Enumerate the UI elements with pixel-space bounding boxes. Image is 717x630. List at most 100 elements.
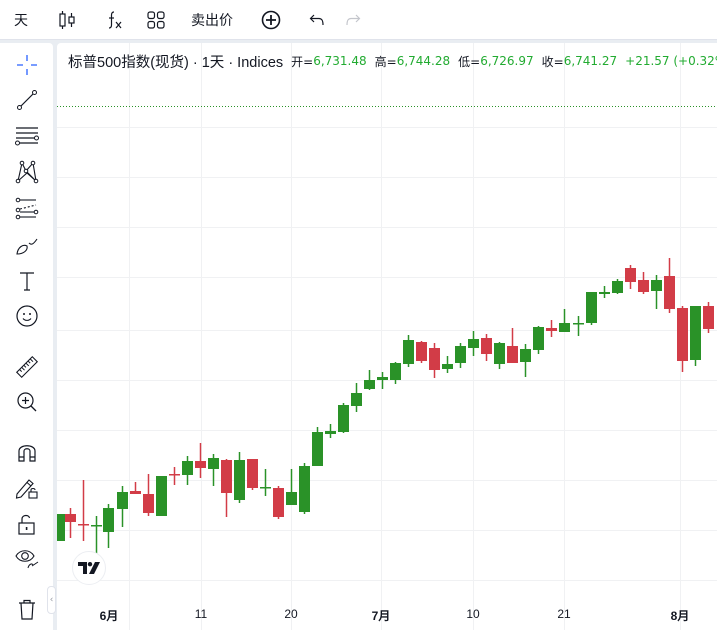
candle — [507, 328, 518, 363]
candle — [351, 383, 362, 412]
fib-lines-icon — [14, 124, 40, 152]
unlock-icon — [15, 512, 39, 540]
candle — [143, 474, 154, 516]
candle — [169, 467, 180, 485]
prediction-icon — [14, 196, 40, 224]
fx-icon — [105, 10, 125, 30]
plus-circle-icon — [261, 10, 281, 30]
brush-tool-button[interactable] — [8, 230, 46, 264]
indicators-button[interactable] — [100, 0, 130, 40]
candle — [338, 403, 349, 433]
time-axis-label: 20 — [284, 607, 298, 621]
candle — [247, 459, 258, 490]
emoji-tool-button[interactable] — [8, 301, 46, 335]
remove-drawings-button[interactable] — [8, 594, 46, 628]
fib-tool-button[interactable] — [8, 121, 46, 155]
time-axis-label: 10 — [466, 607, 480, 621]
candle — [260, 469, 271, 496]
undo-button[interactable] — [302, 0, 332, 40]
add-button[interactable] — [256, 0, 286, 40]
candle — [103, 504, 114, 548]
redo-button[interactable] — [338, 0, 368, 40]
close-value: 6,741.27 — [563, 54, 618, 68]
tradingview-logo-icon — [78, 559, 100, 578]
tradingview-logo[interactable] — [72, 551, 106, 585]
symbol-legend: 标普500指数(现货) · 1天 · Indices 开= 6,731.48 高=… — [68, 51, 717, 71]
candle — [481, 334, 492, 361]
stay-drawing-mode-button[interactable] — [8, 473, 46, 507]
trend-line-tool-button[interactable] — [8, 85, 46, 119]
high-value: 6,744.28 — [396, 54, 451, 68]
candle — [195, 443, 206, 478]
pattern-tool-button[interactable] — [8, 157, 46, 191]
candle — [377, 372, 388, 389]
candle — [533, 326, 544, 354]
crosshair-tool-button[interactable] — [8, 50, 46, 84]
time-axis-label: 6月 — [99, 609, 119, 623]
candle — [117, 486, 128, 527]
time-axis[interactable]: 6月 11 20 7月 10 21 8月 — [57, 590, 717, 630]
candle — [703, 302, 714, 333]
candle — [468, 331, 479, 356]
candle — [546, 320, 557, 337]
grid-icon — [147, 11, 165, 29]
open-value: 6,731.48 — [313, 54, 367, 68]
candle — [286, 469, 297, 505]
candle — [664, 258, 675, 313]
time-axis-label: 8月 — [670, 609, 690, 623]
candle — [638, 272, 649, 294]
candlestick-chart[interactable] — [57, 43, 717, 630]
high-label: 高= — [374, 54, 397, 69]
text-tool-button[interactable] — [8, 266, 46, 300]
candle — [130, 482, 141, 494]
candle — [612, 279, 623, 294]
time-axis-label: 21 — [557, 607, 571, 621]
low-label: 低= — [458, 54, 481, 69]
redo-icon — [344, 11, 362, 29]
sell-price-button[interactable]: 卖出价 — [186, 0, 238, 40]
zoom-in-tool-button[interactable] — [8, 387, 46, 421]
candle — [494, 342, 505, 369]
candlestick-icon — [58, 10, 76, 30]
candle — [599, 286, 610, 298]
candle — [677, 306, 688, 372]
candle — [91, 516, 102, 555]
candle — [208, 454, 219, 486]
open-label: 开= — [291, 54, 314, 69]
pattern-icon — [14, 159, 40, 189]
candle — [273, 486, 284, 519]
lock-drawings-button[interactable] — [8, 509, 46, 543]
magnet-tool-button[interactable] — [8, 437, 46, 471]
measure-tool-button[interactable] — [8, 352, 46, 386]
layout-button[interactable] — [141, 0, 171, 40]
candle — [520, 344, 531, 377]
chart-type-button[interactable] — [52, 0, 82, 40]
candle — [455, 343, 466, 368]
candle — [182, 456, 193, 485]
candle — [416, 341, 427, 363]
hide-drawings-button[interactable] — [8, 543, 46, 577]
prediction-tool-button[interactable] — [8, 193, 46, 227]
candle — [559, 309, 570, 332]
time-axis-label: 7月 — [371, 609, 391, 623]
brush-icon — [14, 233, 40, 261]
candle — [625, 265, 636, 289]
symbol-title[interactable]: 标普500指数(现货) · 1天 · Indices — [68, 54, 284, 71]
collapse-toolbar-handle[interactable]: ‹ — [47, 586, 56, 614]
candle — [312, 427, 323, 466]
chart-pane[interactable]: 标普500指数(现货) · 1天 · Indices 开= 6,731.48 高=… — [57, 43, 717, 630]
candle — [364, 370, 375, 390]
candle — [651, 275, 662, 309]
candle — [403, 335, 414, 367]
time-axis-label: 11 — [194, 607, 208, 621]
trend-line-icon — [15, 88, 39, 116]
ruler-icon — [14, 354, 40, 384]
smiley-icon — [15, 304, 39, 332]
eye-icon — [14, 545, 40, 575]
candle — [299, 463, 310, 514]
undo-icon — [308, 11, 326, 29]
candle — [390, 362, 401, 384]
candle — [156, 476, 167, 516]
pencil-lock-icon — [14, 475, 40, 505]
interval-button[interactable]: 天 — [6, 0, 36, 40]
